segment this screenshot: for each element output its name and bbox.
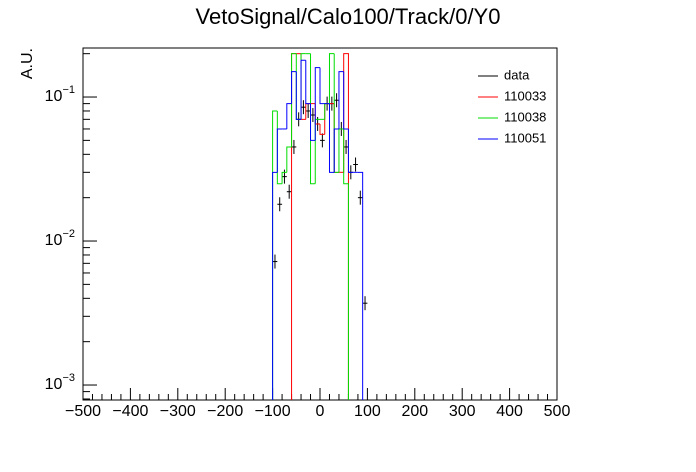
histogram-step (295, 71, 302, 120)
histogram-step (319, 123, 325, 135)
histogram-step (347, 128, 354, 173)
histogram-step (314, 67, 320, 141)
histogram-step (305, 60, 311, 105)
x-tick-label: −100 (255, 403, 291, 420)
histogram-step (343, 71, 349, 130)
chart-title: VetoSignal/Calo100/Track/0/Y0 (196, 4, 501, 29)
histogram-step (281, 171, 287, 184)
histogram-step (286, 146, 292, 173)
y-tick-exponent: −1 (62, 84, 75, 96)
histogram-step (328, 103, 335, 173)
y-tick-exponent: −2 (62, 228, 75, 240)
y-axis-label: A.U. (19, 48, 36, 79)
histogram-step (272, 171, 278, 400)
histogram-step (291, 71, 297, 104)
x-tick-label: −200 (207, 403, 243, 420)
x-tick-label: 0 (316, 403, 325, 420)
histogram-step (338, 71, 344, 129)
histogram-step (319, 67, 325, 105)
x-tick-label: −500 (65, 403, 101, 420)
x-tick-label: 500 (544, 403, 571, 420)
legend-label: data (504, 67, 530, 82)
x-tick-label: 300 (449, 403, 476, 420)
y-tick-exponent: −3 (62, 372, 75, 384)
y-tick-label: 10−1 (45, 84, 75, 105)
histogram-step (343, 128, 349, 400)
histogram-step (333, 128, 339, 173)
histogram-step (357, 171, 364, 400)
x-tick-label: 200 (401, 403, 428, 420)
histogram-step (310, 103, 316, 141)
x-tick-label: −400 (112, 403, 148, 420)
x-tick-label: 400 (496, 403, 523, 420)
y-tick-label: 10−2 (45, 228, 75, 249)
legend-label: 110033 (504, 88, 546, 103)
y-tick-label: 10−3 (45, 372, 75, 393)
legend-label: 110038 (504, 109, 546, 124)
histogram-step (310, 53, 316, 185)
x-tick-label: 100 (354, 403, 381, 420)
histogram-step (300, 59, 306, 120)
histogram-step (291, 53, 297, 147)
x-tick-label: −300 (160, 403, 196, 420)
y-tick-base: 10 (45, 232, 63, 249)
legend-label: 110051 (504, 130, 546, 145)
histogram-step (286, 103, 292, 129)
histogram-step (276, 128, 283, 173)
y-tick-base: 10 (45, 88, 63, 105)
y-tick-base: 10 (45, 376, 63, 393)
histogram-step (328, 53, 335, 104)
